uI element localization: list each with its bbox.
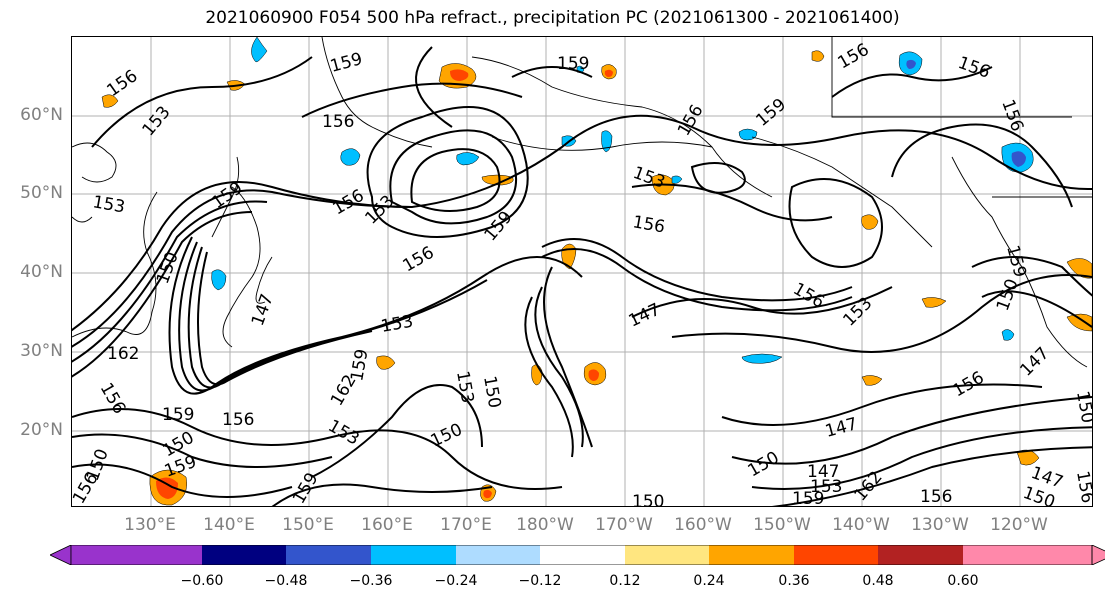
colorbar-tick-m036: −0.36 [349, 573, 393, 589]
contour-label-159-coast: 159 [1002, 243, 1030, 280]
contour-label-153-low: 153 [361, 191, 398, 228]
contour-label-156-subtrop: 156 [222, 410, 254, 430]
contour-label-156-sw: 156 [96, 380, 130, 418]
contour-label-156-ne: 156 [835, 40, 873, 74]
colorbar-bin-9 [878, 545, 963, 565]
contour-label-150-mid: 150 [428, 420, 466, 452]
lon-label-150e: 150°E [282, 515, 334, 535]
lat-label-50n: 50°N [20, 183, 63, 203]
colorbar-outline [70, 545, 1093, 565]
contour-label-150-bottom2: 150 [632, 492, 664, 507]
contour-label-156-se: 162 [851, 467, 887, 505]
colorbar-extend-high [1091, 545, 1105, 565]
colorbar-bin-2 [286, 545, 371, 565]
contour-label-159-ridge: 159 [481, 207, 517, 245]
map-panel: 156 153 159 156 159 156 159 156 156 156 … [71, 36, 1093, 507]
colorbar-extend-low [50, 545, 72, 565]
contour-label-147-se: 150 [745, 448, 783, 482]
contour-label-150-edge: 156 [1072, 469, 1093, 504]
colorbar-bin-0 [71, 545, 202, 565]
contour-label-156-central: 156 [631, 212, 666, 237]
contour-label-162-se: 159 [792, 489, 824, 507]
contour-lines [72, 46, 1092, 506]
colorbar [50, 545, 1105, 565]
colorbar-tick-m012: −0.12 [518, 573, 562, 589]
colorbar-bin-6 [625, 545, 709, 565]
colorbar-bin-1 [202, 545, 286, 565]
colorbar-tick-p024: 0.24 [693, 573, 725, 589]
contour-label-159-arctic: 159 [557, 54, 589, 74]
contour-label-147-far-east: 156 [950, 368, 988, 402]
lat-label-60n: 60°N [20, 105, 63, 125]
contour-label-156-se2: 156 [920, 487, 952, 507]
lon-label-180w: 180°W [516, 515, 574, 535]
contour-label-159-sw: 159 [162, 405, 194, 425]
map-title: 2021060900 F054 500 hPa refract., precip… [205, 8, 900, 28]
contour-label-156-alaska: 156 [674, 101, 708, 139]
contour-label-153-gulf: 153 [630, 163, 667, 193]
colorbar-bin-10 [963, 545, 1092, 565]
map-canvas: 156 153 159 156 159 156 159 156 156 156 … [72, 37, 1093, 507]
colorbar-bin-7 [709, 545, 794, 565]
contour-label-150-trough: 150 [479, 374, 504, 409]
colorbar-bin-3 [371, 545, 456, 565]
colorbar-tick-p036: 0.36 [778, 573, 810, 589]
colorbar-bin-8 [794, 545, 878, 565]
contour-label-159-edge: 150 [1072, 389, 1093, 424]
contour-label-162-west: 162 [107, 344, 139, 364]
contour-label-159-se: 153 [810, 477, 842, 497]
lon-label-150w: 150°W [753, 515, 811, 535]
contour-label-156-low: 156 [400, 243, 438, 277]
contour-label-150-coast: 150 [993, 276, 1023, 313]
colorbar-tick-p060: 0.60 [947, 573, 979, 589]
lon-label-130w: 130°W [911, 515, 969, 535]
lon-label-160e: 160°E [361, 515, 413, 535]
colorbar-tick-p048: 0.48 [862, 573, 894, 589]
lat-label-30n: 30°N [20, 341, 63, 361]
contour-label-147-central: 147 [626, 300, 664, 332]
contour-label-153-jet: 153 [379, 312, 414, 337]
contour-label-159-japan: 159 [208, 178, 246, 213]
colorbar-bin-5 [540, 545, 625, 565]
contour-label-159-mid: 159 [347, 347, 372, 382]
lat-label-40n: 40°N [20, 262, 63, 282]
lon-label-140e: 140°E [203, 515, 255, 535]
colorbar-tick-m048: −0.48 [264, 573, 308, 589]
lon-label-170w: 170°W [595, 515, 653, 535]
contour-label-156-north: 156 [322, 112, 354, 132]
contour-label-153-se: 147 [807, 462, 839, 482]
lat-label-20n: 20°N [20, 420, 63, 440]
colorbar-bin-4 [456, 545, 540, 565]
lon-label-120w: 120°W [990, 515, 1048, 535]
contour-label-153-mid: 153 [325, 416, 363, 450]
colorbar-tick-m060: −0.60 [180, 573, 224, 589]
lon-label-170e: 170°E [440, 515, 492, 535]
colorbar-tick-m024: −0.24 [434, 573, 478, 589]
contour-label-147-japan: 147 [248, 291, 278, 328]
lon-label-160w: 160°W [674, 515, 732, 535]
contour-label-153-west: 153 [91, 192, 126, 217]
colorbar-tick-p012: 0.12 [609, 573, 641, 589]
contour-label-159-alaska: 159 [752, 95, 790, 131]
precip-shading [101, 37, 1092, 506]
contour-label-159-north: 159 [328, 49, 365, 77]
contour-label-153-trough: 153 [452, 369, 477, 404]
lon-label-140w: 140°W [832, 515, 890, 535]
lon-label-130e: 130°E [124, 515, 176, 535]
contour-label-153-nw: 153 [139, 102, 175, 140]
contour-label-147-far-east2: 147 [1016, 343, 1053, 380]
